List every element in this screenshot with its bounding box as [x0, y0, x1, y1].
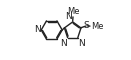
Text: Me: Me	[91, 22, 103, 31]
Text: N: N	[78, 39, 85, 48]
Text: N: N	[34, 26, 40, 34]
Text: Me: Me	[67, 7, 79, 16]
Text: N: N	[60, 39, 67, 48]
Text: N: N	[65, 12, 72, 21]
Text: S: S	[83, 21, 89, 30]
